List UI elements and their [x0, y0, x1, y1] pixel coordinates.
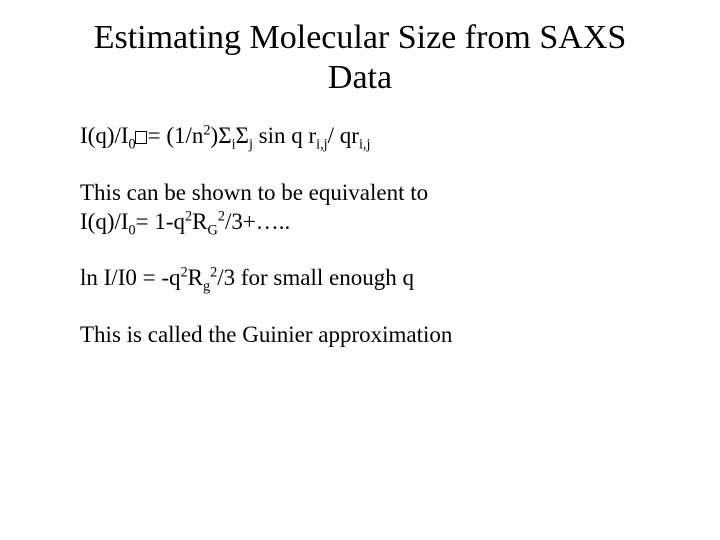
p2-part-d: /3+…..	[225, 209, 290, 234]
sub-G: G	[208, 222, 218, 238]
p3-part-b: R	[188, 265, 203, 290]
p2-part-c: R	[192, 209, 207, 234]
sup-2-d: 2	[180, 265, 187, 281]
title-line-1: Estimating Molecular Size from SAXS	[94, 19, 627, 56]
paragraph-3: ln I/I0 = -q2Rg2/3 for small enough q	[80, 264, 680, 293]
sup-2-c: 2	[218, 208, 225, 224]
equation-1: I(q)/I0= (1/n2)ΣiΣj sin q ri,j/ qri,j	[80, 122, 680, 151]
paragraph-4: This is called the Guinier approximation	[80, 321, 680, 350]
p2-part-a: I(q)/I	[80, 209, 129, 234]
slide: Estimating Molecular Size from SAXS Data…	[0, 0, 720, 540]
eq1-part-b: = (1/n	[148, 123, 204, 148]
eq1-part-d: sin q r	[253, 123, 316, 148]
box-glyph-icon	[135, 131, 148, 144]
slide-title: Estimating Molecular Size from SAXS Data	[40, 18, 680, 98]
sigma-i: Σ	[218, 123, 231, 148]
eq1-part-e: / qr	[328, 123, 359, 148]
p3-part-c: /3 for small enough q	[217, 265, 414, 290]
sup-2: 2	[203, 123, 210, 139]
sub-0-b: 0	[129, 222, 136, 238]
sub-ij-1: i,j	[316, 137, 327, 153]
p2-line-1: This can be shown to be equivalent to	[80, 180, 428, 205]
paragraph-2: This can be shown to be equivalent to I(…	[80, 179, 680, 237]
sigma-j: Σ	[236, 123, 249, 148]
sub-g: g	[203, 279, 210, 295]
slide-body: I(q)/I0= (1/n2)ΣiΣj sin q ri,j/ qri,j Th…	[40, 122, 680, 350]
p2-part-b: = 1-q	[136, 209, 185, 234]
p3-part-a: ln I/I0 = -q	[80, 265, 180, 290]
title-line-2: Data	[328, 59, 392, 96]
p4-text: This is called the Guinier approximation	[80, 322, 452, 347]
sub-ij-2: i,j	[359, 137, 370, 153]
eq1-part-a: I(q)/I	[80, 123, 129, 148]
